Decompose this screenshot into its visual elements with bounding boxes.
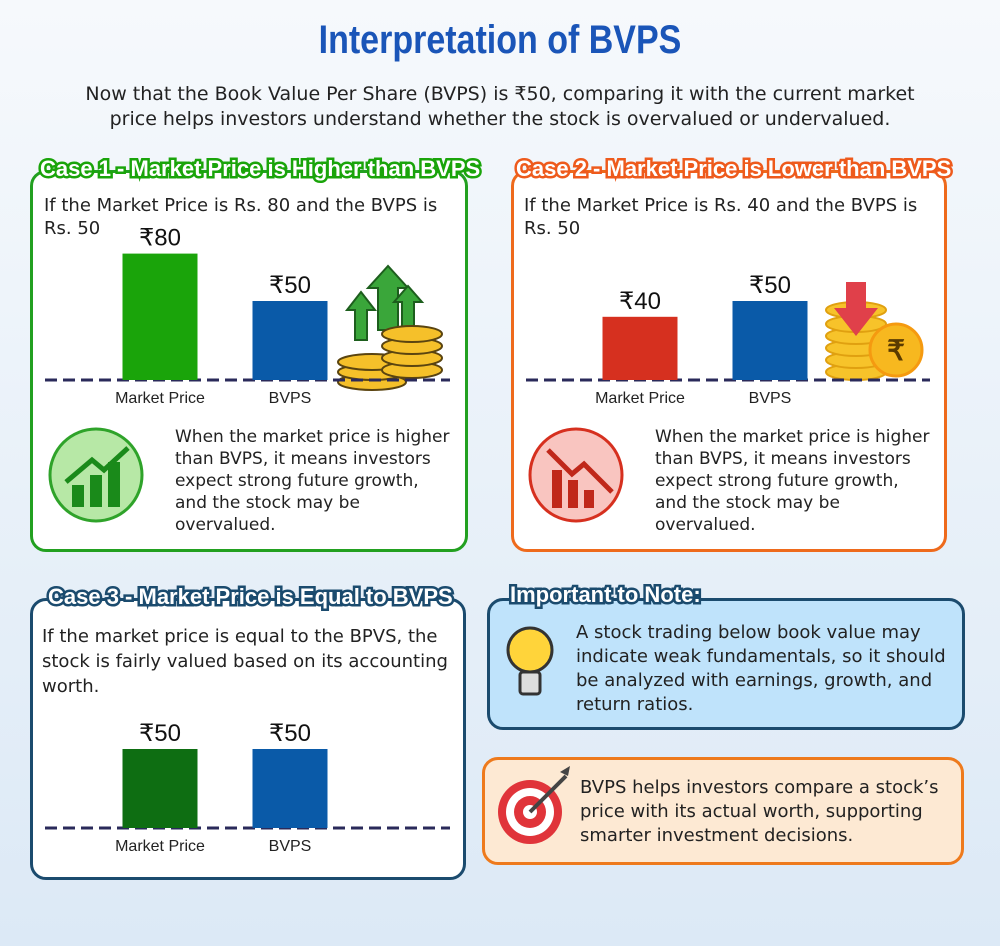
bulb-icon <box>506 626 554 696</box>
bar-value-label: ₹40 <box>619 288 661 315</box>
bar-category-label: BVPS <box>269 838 312 855</box>
bar-category-label: BVPS <box>749 390 792 407</box>
bar-category-label: Market Price <box>115 838 205 855</box>
case-text: If the Market Price is Rs. 80 and the BV… <box>44 195 438 239</box>
bar-value-label: ₹50 <box>139 720 181 747</box>
summary-text: BVPS helps investors compare a stock’s p… <box>580 777 939 846</box>
case-text: If the Market Price is Rs. 40 and the BV… <box>524 195 918 239</box>
bar-category-label: Market Price <box>115 390 205 407</box>
bar <box>732 301 808 380</box>
case-note: When the market price is higher than BVP… <box>175 427 450 535</box>
important-heading: Important to Note: <box>508 580 704 610</box>
growth-icon <box>48 427 144 523</box>
case-note: When the market price is higher than BVP… <box>655 427 930 535</box>
subtitle: Now that the Book Value Per Share (BVPS)… <box>85 83 915 130</box>
title: Interpretation of BVPS <box>318 18 682 62</box>
bar <box>122 749 198 828</box>
decline-icon <box>528 427 624 523</box>
case-heading: Case 3 - Market Price is Equal to BVPS <box>46 582 456 612</box>
bar-category-label: Market Price <box>595 390 685 407</box>
case-box <box>30 598 466 880</box>
bar <box>252 749 328 828</box>
case-heading: Case 2 - Market Price is Lower than BVPS <box>513 154 953 184</box>
bar <box>602 316 678 380</box>
case-text: If the market price is equal to the BPVS… <box>42 626 448 697</box>
svg-text:₹: ₹ <box>887 335 905 366</box>
bar-value-label: ₹50 <box>749 272 791 299</box>
summary-box <box>482 757 964 865</box>
bar-value-label: ₹80 <box>139 225 181 252</box>
bar-value-label: ₹50 <box>269 720 311 747</box>
case-heading: Case 1 - Market Price is Higher than BVP… <box>37 154 482 184</box>
bar <box>252 301 328 380</box>
bar <box>122 253 198 380</box>
important-box <box>487 598 965 730</box>
bar-category-label: BVPS <box>269 390 312 407</box>
target-icon <box>498 766 570 844</box>
coins-up-icon <box>337 264 443 391</box>
bar-value-label: ₹50 <box>269 272 311 299</box>
coins-down-icon: ₹ <box>825 282 924 381</box>
important-text: A stock trading below book value may ind… <box>576 622 946 715</box>
